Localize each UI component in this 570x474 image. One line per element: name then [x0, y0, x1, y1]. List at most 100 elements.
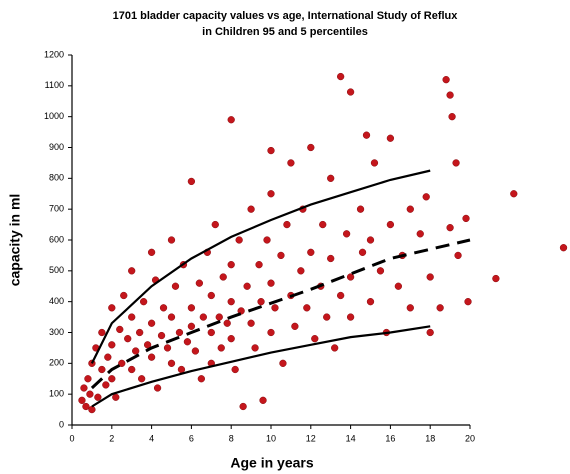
- y-tick-label: 1000: [44, 111, 64, 121]
- x-tick-label: 14: [346, 433, 356, 443]
- scatter-point: [370, 159, 379, 167]
- scatter-point: [436, 304, 444, 312]
- scatter-point: [175, 328, 184, 337]
- chart-title: in Children 95 and 5 percentiles: [202, 26, 368, 38]
- scatter-point: [237, 307, 245, 315]
- scatter-point: [454, 251, 462, 260]
- scatter-point: [386, 134, 395, 142]
- y-tick-label: 1200: [44, 49, 64, 59]
- scatter-point: [311, 335, 319, 343]
- scatter-point: [327, 254, 335, 263]
- scatter-point: [112, 393, 120, 401]
- scatter-point: [227, 335, 235, 343]
- scatter-point: [446, 224, 454, 232]
- scatter-point: [446, 91, 454, 99]
- scatter-point: [303, 304, 311, 312]
- y-tick-label: 400: [49, 296, 64, 306]
- y-tick-label: 800: [49, 173, 64, 183]
- scatter-point: [366, 298, 375, 306]
- x-tick-label: 12: [306, 433, 316, 443]
- scatter-point: [94, 393, 102, 401]
- scatter-point: [215, 313, 223, 321]
- scatter-point: [510, 190, 518, 198]
- scatter-point: [88, 405, 96, 414]
- scatter-point: [227, 116, 235, 124]
- x-axis-label: Age in years: [230, 455, 313, 471]
- scatter-point: [277, 251, 285, 260]
- y-tick-label: 600: [49, 234, 64, 244]
- scatter-point: [259, 396, 267, 404]
- scatter-point: [337, 72, 345, 81]
- scatter-point: [342, 230, 351, 238]
- scatter-point: [416, 230, 424, 238]
- scatter-point: [356, 205, 365, 213]
- scatter-point: [128, 267, 136, 275]
- scatter-point: [191, 347, 200, 355]
- y-tick-label: 700: [49, 204, 64, 214]
- y-tick-label: 500: [49, 265, 64, 275]
- scatter-point: [247, 205, 255, 213]
- x-tick-label: 16: [385, 433, 395, 443]
- percentile-curve: [90, 169, 431, 364]
- scatter-point: [167, 359, 176, 367]
- scatter-point: [257, 298, 265, 306]
- scatter-point: [267, 146, 275, 155]
- scatter-point: [394, 282, 403, 290]
- x-tick-label: 10: [266, 433, 276, 443]
- scatter-point: [177, 365, 186, 374]
- scatter-point: [406, 304, 414, 312]
- scatter-point: [124, 335, 132, 343]
- scatter-point: [159, 304, 168, 312]
- scatter-point: [147, 319, 156, 327]
- scatter-point: [279, 359, 287, 367]
- scatter-point: [291, 322, 299, 330]
- scatter-point: [464, 298, 472, 306]
- scatter-point: [235, 236, 243, 244]
- scatter-point: [426, 273, 434, 281]
- scatter-point: [80, 384, 88, 392]
- scatter-point: [223, 319, 231, 327]
- scatter-point: [255, 261, 263, 269]
- scatter-point: [207, 291, 215, 300]
- x-tick-label: 4: [149, 433, 154, 443]
- scatter-point: [386, 220, 395, 229]
- scatter-point: [406, 205, 414, 213]
- scatter-point: [167, 313, 176, 321]
- scatter-point: [157, 331, 166, 340]
- scatter-point: [251, 344, 259, 352]
- scatter-point: [267, 190, 275, 198]
- scatter-point: [346, 88, 355, 96]
- scatter-point: [84, 375, 92, 383]
- scatter-point: [287, 159, 295, 167]
- scatter-point: [337, 291, 345, 300]
- scatter-point: [247, 319, 255, 327]
- scatter-point: [86, 390, 94, 398]
- scatter-point: [462, 214, 470, 223]
- scatter-point: [307, 143, 315, 152]
- percentile-curve: [91, 325, 431, 408]
- scatter-point: [243, 282, 251, 290]
- scatter-point: [116, 325, 124, 334]
- scatter-point: [108, 375, 116, 383]
- scatter-point: [267, 279, 275, 287]
- scatter-point: [219, 273, 227, 281]
- scatter-point: [128, 365, 136, 374]
- scatter-point: [227, 261, 235, 269]
- y-tick-label: 1100: [45, 80, 64, 90]
- scatter-point: [147, 248, 156, 256]
- scatter-point: [167, 236, 176, 244]
- x-tick-label: 6: [189, 433, 194, 443]
- x-tick-label: 8: [229, 433, 234, 443]
- scatter-point: [263, 236, 271, 244]
- x-tick-label: 2: [109, 433, 114, 443]
- scatter-point: [426, 328, 434, 337]
- scatter-point: [283, 220, 291, 229]
- scatter-point: [197, 375, 206, 383]
- scatter-point: [307, 248, 315, 256]
- scatter-point: [422, 193, 430, 201]
- scatter-point: [358, 248, 367, 256]
- scatter-point: [448, 113, 456, 121]
- scatter-point: [108, 341, 116, 349]
